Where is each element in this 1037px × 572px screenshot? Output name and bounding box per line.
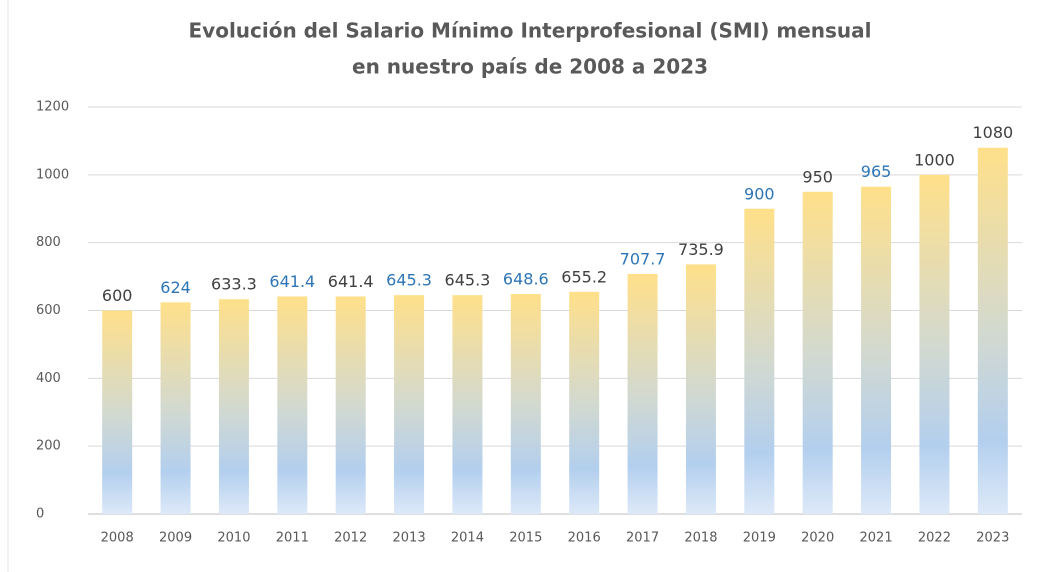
bar: [510, 294, 541, 514]
data-label: 645.3: [386, 271, 432, 290]
x-tick-label: 2010: [217, 531, 250, 546]
data-label: 735.9: [678, 240, 724, 259]
bar: [685, 264, 716, 514]
bar: [977, 147, 1008, 514]
data-label: 900: [744, 184, 775, 203]
data-label: 1080: [972, 123, 1013, 142]
bar: [627, 273, 658, 514]
data-label: 707.7: [620, 249, 666, 268]
bar: [919, 174, 950, 515]
x-tick-label: 2015: [509, 531, 542, 546]
bar: [394, 295, 425, 514]
x-tick-label: 2022: [918, 531, 951, 546]
x-tick-label: 2011: [276, 531, 309, 546]
bar: [160, 302, 191, 514]
data-label: 645.3: [445, 271, 491, 290]
x-tick-label: 2023: [976, 531, 1009, 546]
x-tick-label: 2013: [393, 531, 426, 546]
data-label: 633.3: [211, 275, 257, 294]
bar: [335, 296, 366, 514]
data-label: 600: [102, 286, 133, 305]
bar: [102, 310, 133, 514]
data-label: 655.2: [561, 267, 607, 286]
data-label: 950: [802, 167, 833, 186]
data-label: 965: [861, 162, 892, 181]
x-tick-label: 2021: [860, 531, 893, 546]
x-tick-label: 2016: [568, 531, 601, 546]
bar: [861, 186, 892, 514]
x-tick-label: 2018: [684, 531, 717, 546]
data-label: 624: [160, 278, 191, 297]
y-tick-label: 1200: [36, 100, 69, 115]
bar: [277, 296, 308, 514]
chart-title: en nuestro país de 2008 a 2023: [352, 55, 708, 79]
data-label: 648.6: [503, 270, 549, 289]
chart-title: Evolución del Salario Mínimo Interprofes…: [189, 19, 872, 43]
data-label: 641.4: [269, 272, 315, 291]
y-tick-label: 800: [36, 235, 61, 250]
y-tick-label: 400: [36, 371, 61, 386]
data-label: 641.4: [328, 272, 374, 291]
x-tick-label: 2019: [743, 531, 776, 546]
bar: [802, 191, 833, 514]
x-tick-label: 2020: [801, 531, 834, 546]
y-tick-label: 0: [36, 507, 44, 522]
y-tick-label: 600: [36, 303, 61, 318]
data-label: 1000: [914, 150, 955, 169]
x-tick-label: 2008: [101, 531, 134, 546]
x-tick-label: 2012: [334, 531, 367, 546]
x-tick-label: 2014: [451, 531, 484, 546]
x-tick-label: 2009: [159, 531, 192, 546]
x-tick-label: 2017: [626, 531, 659, 546]
bar: [218, 299, 249, 514]
y-tick-label: 200: [36, 439, 61, 454]
bar: [744, 208, 775, 514]
y-tick-label: 1000: [36, 167, 69, 182]
bar: [452, 295, 483, 514]
bar: [569, 291, 600, 514]
